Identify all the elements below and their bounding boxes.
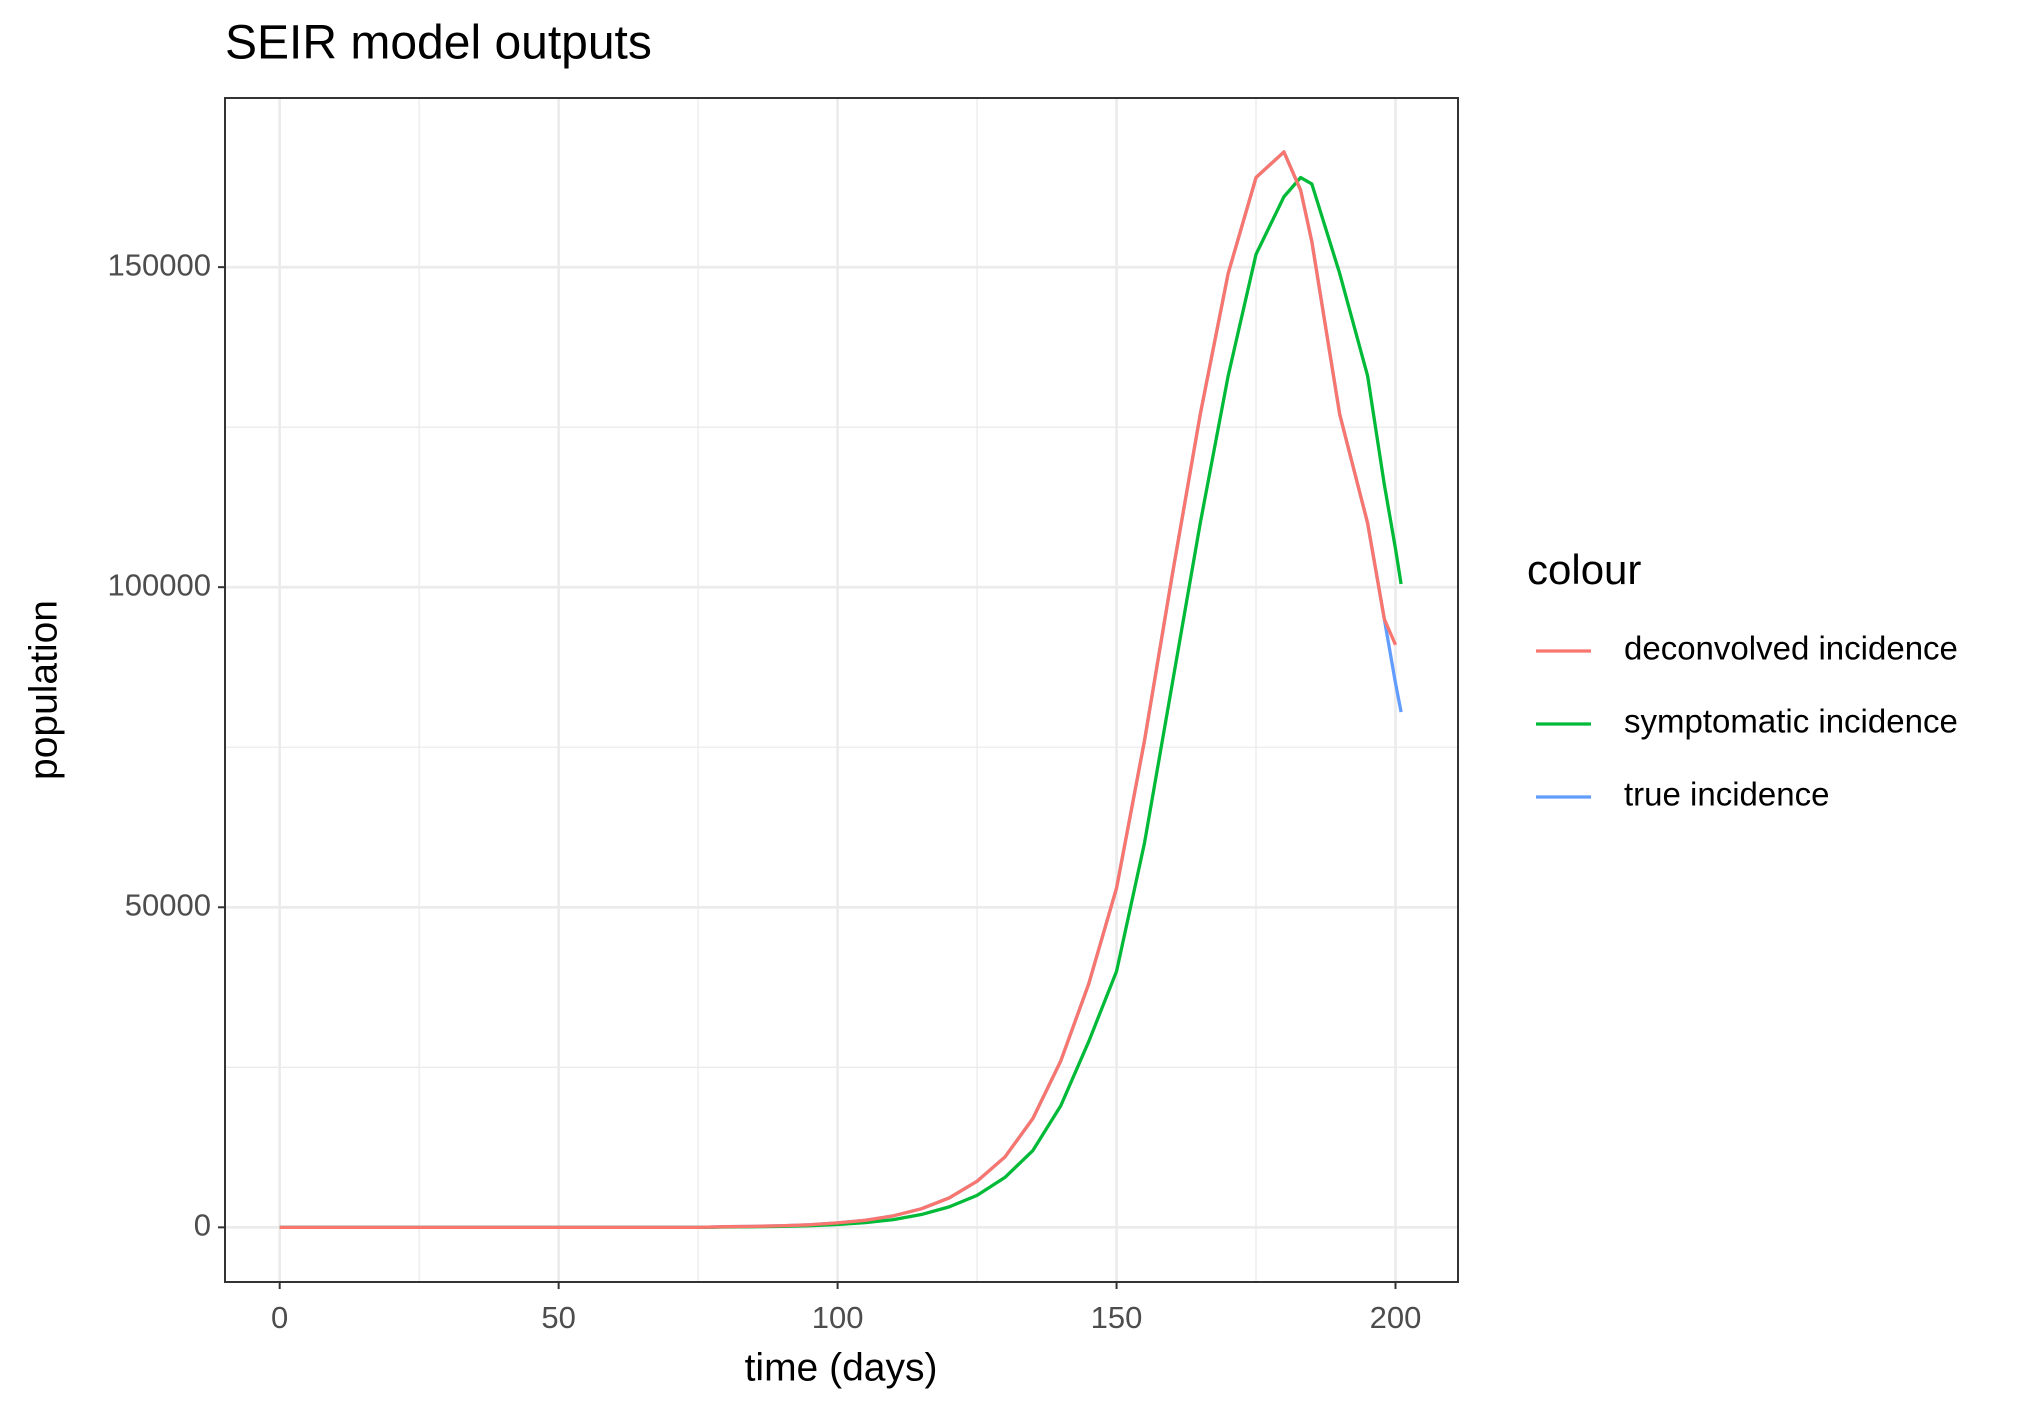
- legend-label: true incidence: [1624, 776, 1829, 813]
- panel-background: [225, 98, 1458, 1282]
- y-tick-label: 50000: [125, 887, 211, 922]
- y-tick-label: 100000: [108, 567, 211, 602]
- x-tick-label: 150: [1091, 1300, 1143, 1335]
- y-tick-label: 150000: [108, 247, 211, 282]
- legend-label: symptomatic incidence: [1624, 703, 1958, 740]
- y-axis-title: population: [22, 600, 65, 780]
- x-tick-label: 50: [541, 1300, 575, 1335]
- axes: 0 50 100 150 200 0 50000 100000 150000: [108, 247, 1422, 1335]
- x-tick-label: 0: [271, 1300, 288, 1335]
- y-tick-label: 0: [194, 1208, 211, 1243]
- legend-label: deconvolved incidence: [1624, 630, 1958, 667]
- legend-title: colour: [1527, 546, 1641, 593]
- grid: [225, 98, 1458, 1282]
- series-line: [279, 150, 1398, 1229]
- lines: [279, 150, 1403, 1229]
- chart-title: SEIR model outputs: [225, 17, 652, 70]
- x-tick-label: 200: [1370, 1300, 1422, 1335]
- legend: colour deconvolved incidence symptomatic …: [1527, 546, 1958, 813]
- panel-border: [224, 97, 1459, 1283]
- x-tick-label: 100: [812, 1300, 864, 1335]
- x-axis-title: time (days): [745, 1346, 938, 1389]
